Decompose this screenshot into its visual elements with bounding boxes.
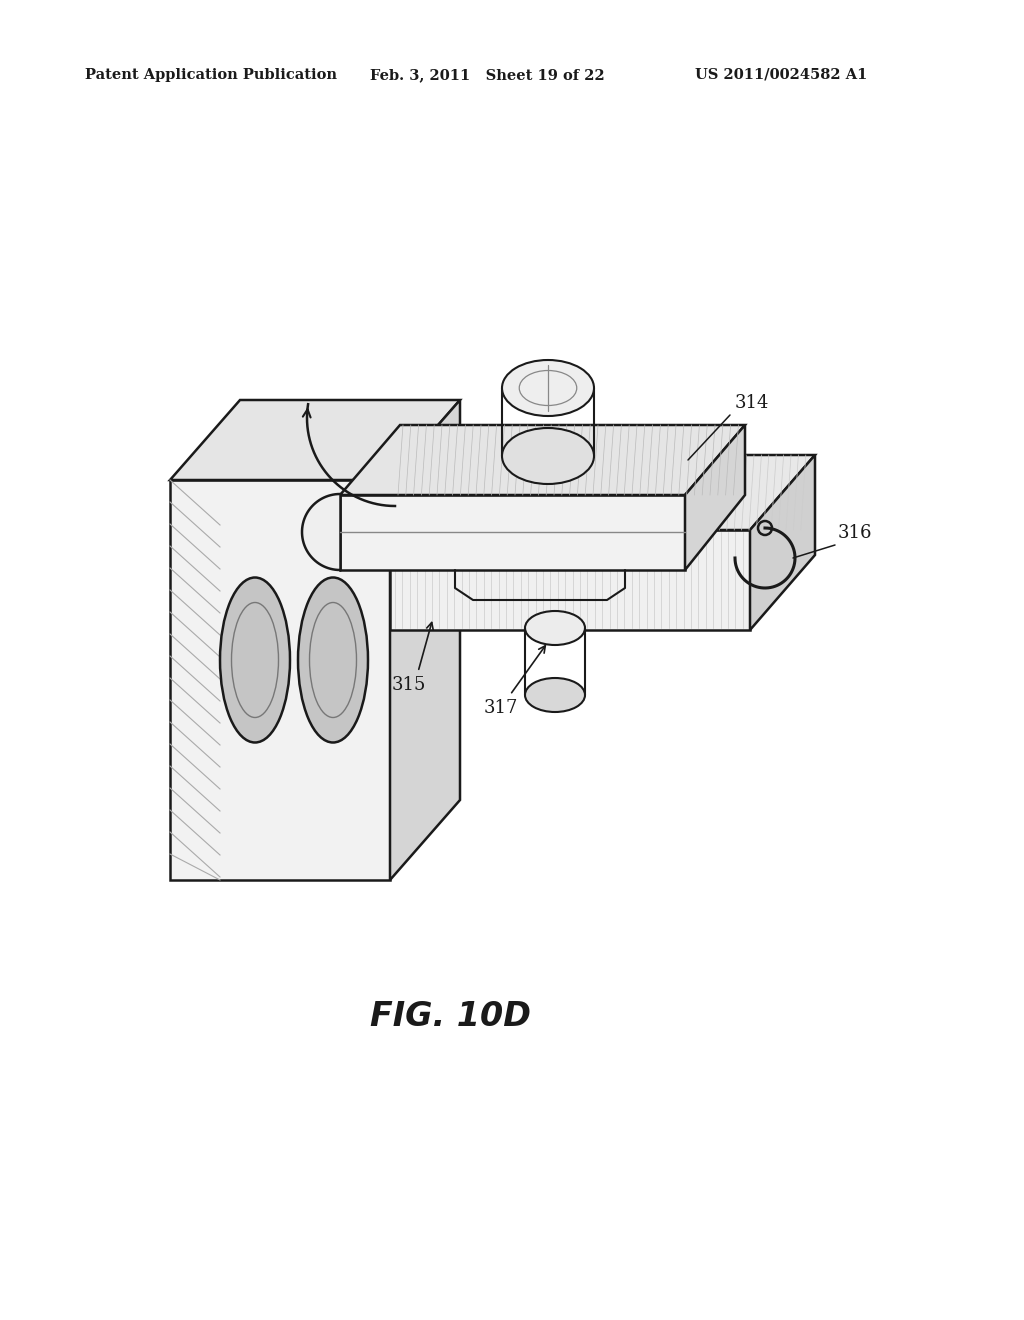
Polygon shape (750, 455, 815, 630)
Ellipse shape (220, 578, 290, 742)
Polygon shape (390, 400, 460, 880)
Text: Patent Application Publication: Patent Application Publication (85, 69, 337, 82)
Ellipse shape (525, 611, 585, 645)
Polygon shape (340, 495, 685, 570)
Text: 315: 315 (392, 676, 426, 694)
Ellipse shape (298, 578, 368, 742)
Polygon shape (170, 400, 460, 480)
Text: Feb. 3, 2011   Sheet 19 of 22: Feb. 3, 2011 Sheet 19 of 22 (370, 69, 605, 82)
Polygon shape (302, 494, 340, 570)
Text: 317: 317 (484, 700, 518, 717)
Text: 314: 314 (735, 393, 769, 412)
Ellipse shape (502, 428, 594, 484)
Polygon shape (390, 531, 750, 630)
Polygon shape (685, 425, 745, 570)
Ellipse shape (502, 360, 594, 416)
Polygon shape (170, 480, 390, 880)
Polygon shape (340, 425, 745, 495)
Text: FIG. 10D: FIG. 10D (370, 1001, 531, 1034)
Polygon shape (390, 455, 815, 531)
Text: US 2011/0024582 A1: US 2011/0024582 A1 (695, 69, 867, 82)
Ellipse shape (525, 678, 585, 711)
Text: 316: 316 (838, 524, 872, 543)
